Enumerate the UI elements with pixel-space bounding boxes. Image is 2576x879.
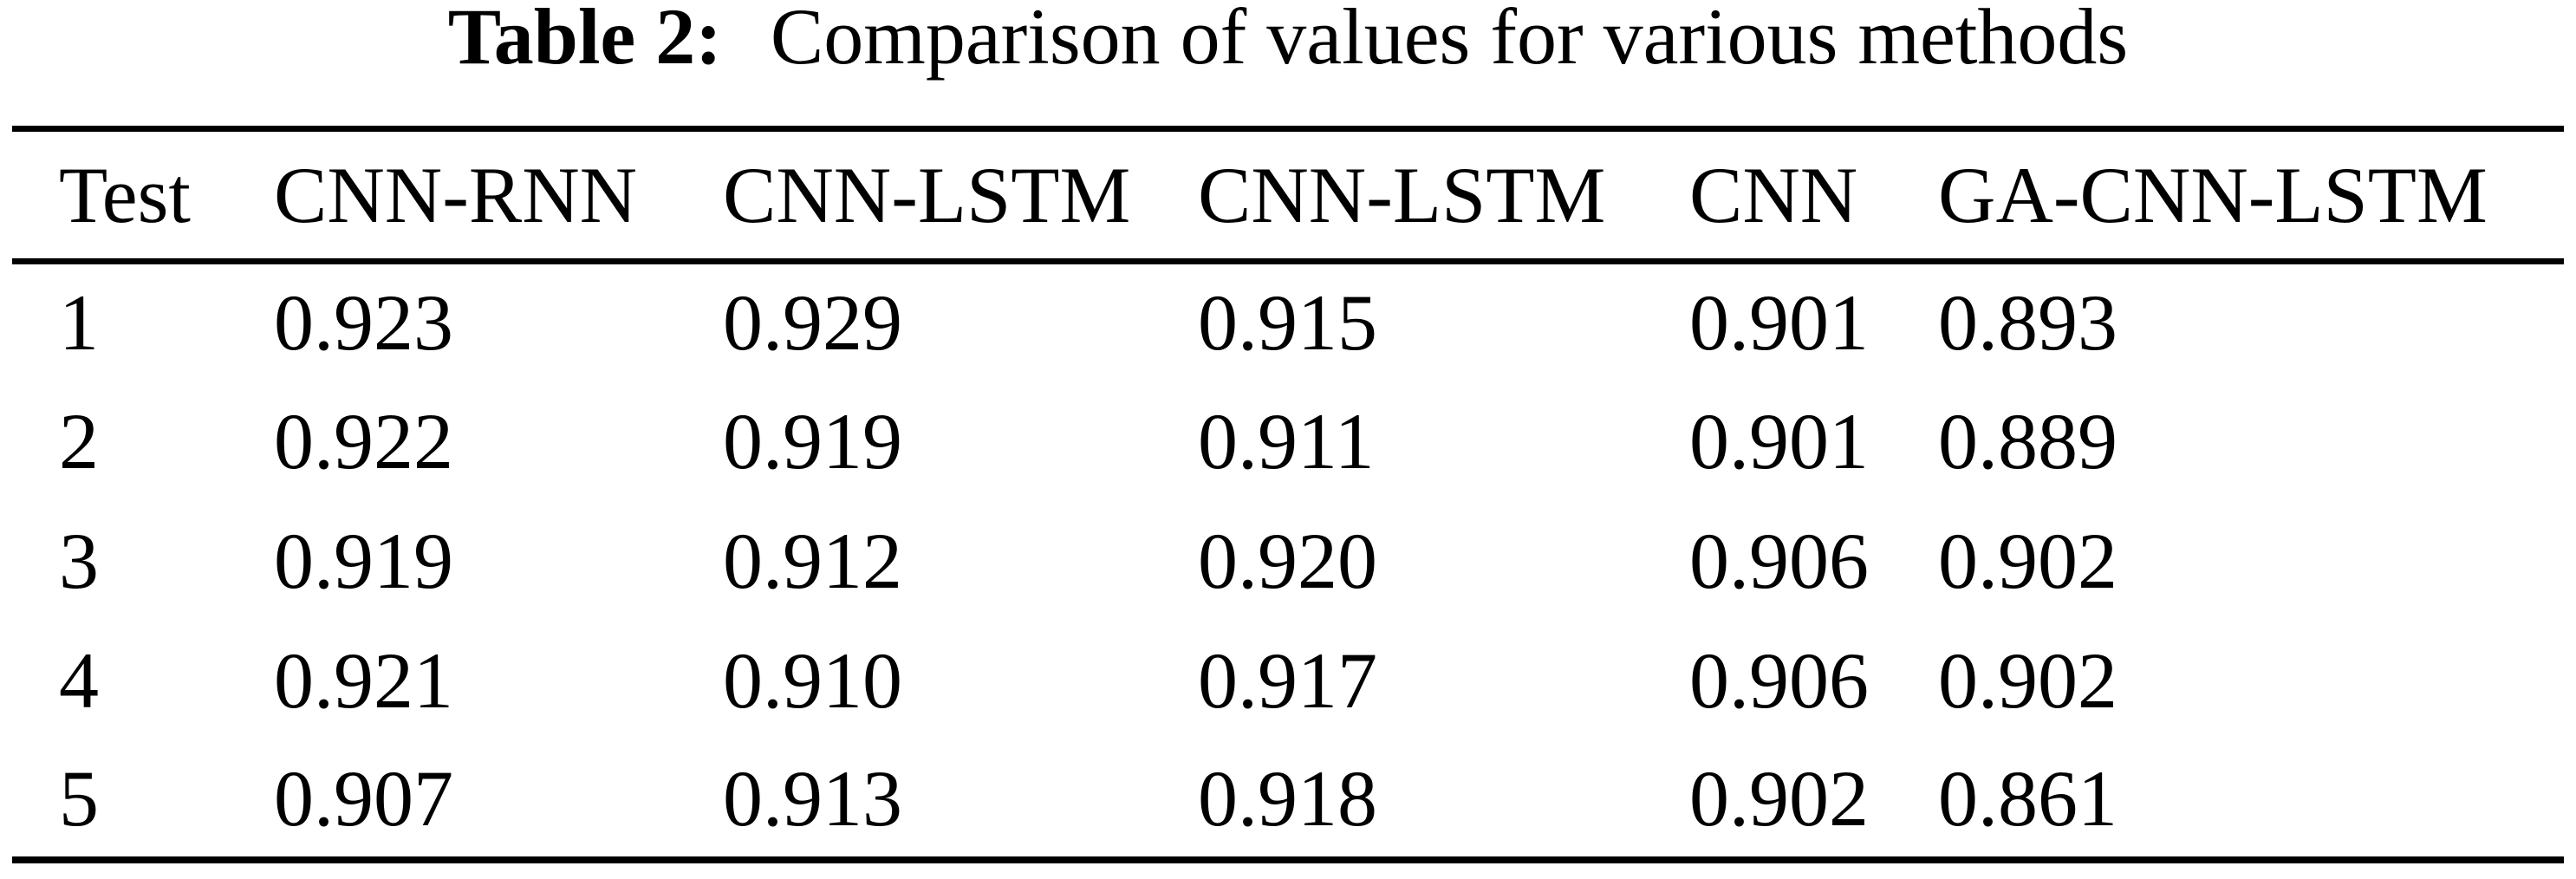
value-cell: 0.912 [723, 516, 902, 605]
table-row: 4 0.921 0.910 0.917 0.906 0.902 [12, 621, 2564, 740]
value-cell: 0.889 [1938, 396, 2117, 485]
column-header-cnn-lstm-2: CNN-LSTM [1198, 151, 1606, 239]
column-header-ga-cnn-lstm: GA-CNN-LSTM [1938, 151, 2488, 239]
value-cell: 0.902 [1938, 635, 2117, 725]
value-cell: 0.901 [1689, 278, 1869, 368]
value-cell: 0.915 [1198, 278, 1377, 368]
value-cell: 0.920 [1198, 516, 1377, 605]
caption-label: Table 2: [447, 0, 722, 81]
column-header-cnn-rnn: CNN-RNN [274, 151, 638, 239]
value-cell: 0.902 [1938, 516, 2117, 605]
value-cell: 0.906 [1689, 635, 1869, 725]
value-cell: 0.913 [723, 753, 902, 843]
value-cell: 0.907 [274, 753, 453, 843]
value-cell: 0.919 [274, 516, 453, 605]
column-header-cnn: CNN [1689, 151, 1858, 239]
table-row: 1 0.923 0.929 0.915 0.901 0.893 [12, 262, 2564, 381]
value-cell: 0.922 [274, 396, 453, 485]
comparison-table: Test CNN-RNN CNN-LSTM CNN-LSTM CNN GA-CN… [12, 126, 2564, 863]
value-cell: 0.901 [1689, 396, 1869, 485]
table-row: 2 0.922 0.919 0.911 0.901 0.889 [12, 381, 2564, 501]
row-number-cell: 3 [59, 516, 99, 605]
value-cell: 0.929 [723, 278, 902, 368]
value-cell: 0.918 [1198, 753, 1377, 843]
table-row: 3 0.919 0.912 0.920 0.906 0.902 [12, 501, 2564, 621]
value-cell: 0.921 [274, 635, 453, 725]
value-cell: 0.919 [723, 396, 902, 485]
row-number-cell: 4 [59, 635, 99, 725]
table-row: 5 0.907 0.913 0.918 0.902 0.861 [12, 740, 2564, 860]
value-cell: 0.902 [1689, 753, 1869, 843]
value-cell: 0.910 [723, 635, 902, 725]
row-number-cell: 5 [59, 753, 99, 843]
table-header-row: Test CNN-RNN CNN-LSTM CNN-LSTM CNN GA-CN… [12, 129, 2564, 262]
value-cell: 0.893 [1938, 278, 2117, 368]
value-cell: 0.917 [1198, 635, 1377, 725]
value-cell: 0.923 [274, 278, 453, 368]
value-cell: 0.861 [1938, 753, 2117, 843]
caption-text: Comparison of values for various methods [770, 0, 2129, 81]
row-number-cell: 2 [59, 396, 99, 485]
column-header-cnn-lstm-1: CNN-LSTM [723, 151, 1131, 239]
row-number-cell: 1 [59, 278, 99, 368]
value-cell: 0.911 [1198, 396, 1375, 485]
column-header-test: Test [59, 151, 191, 239]
table-caption: Table 2: Comparison of values for various… [0, 0, 2576, 79]
value-cell: 0.906 [1689, 516, 1869, 605]
